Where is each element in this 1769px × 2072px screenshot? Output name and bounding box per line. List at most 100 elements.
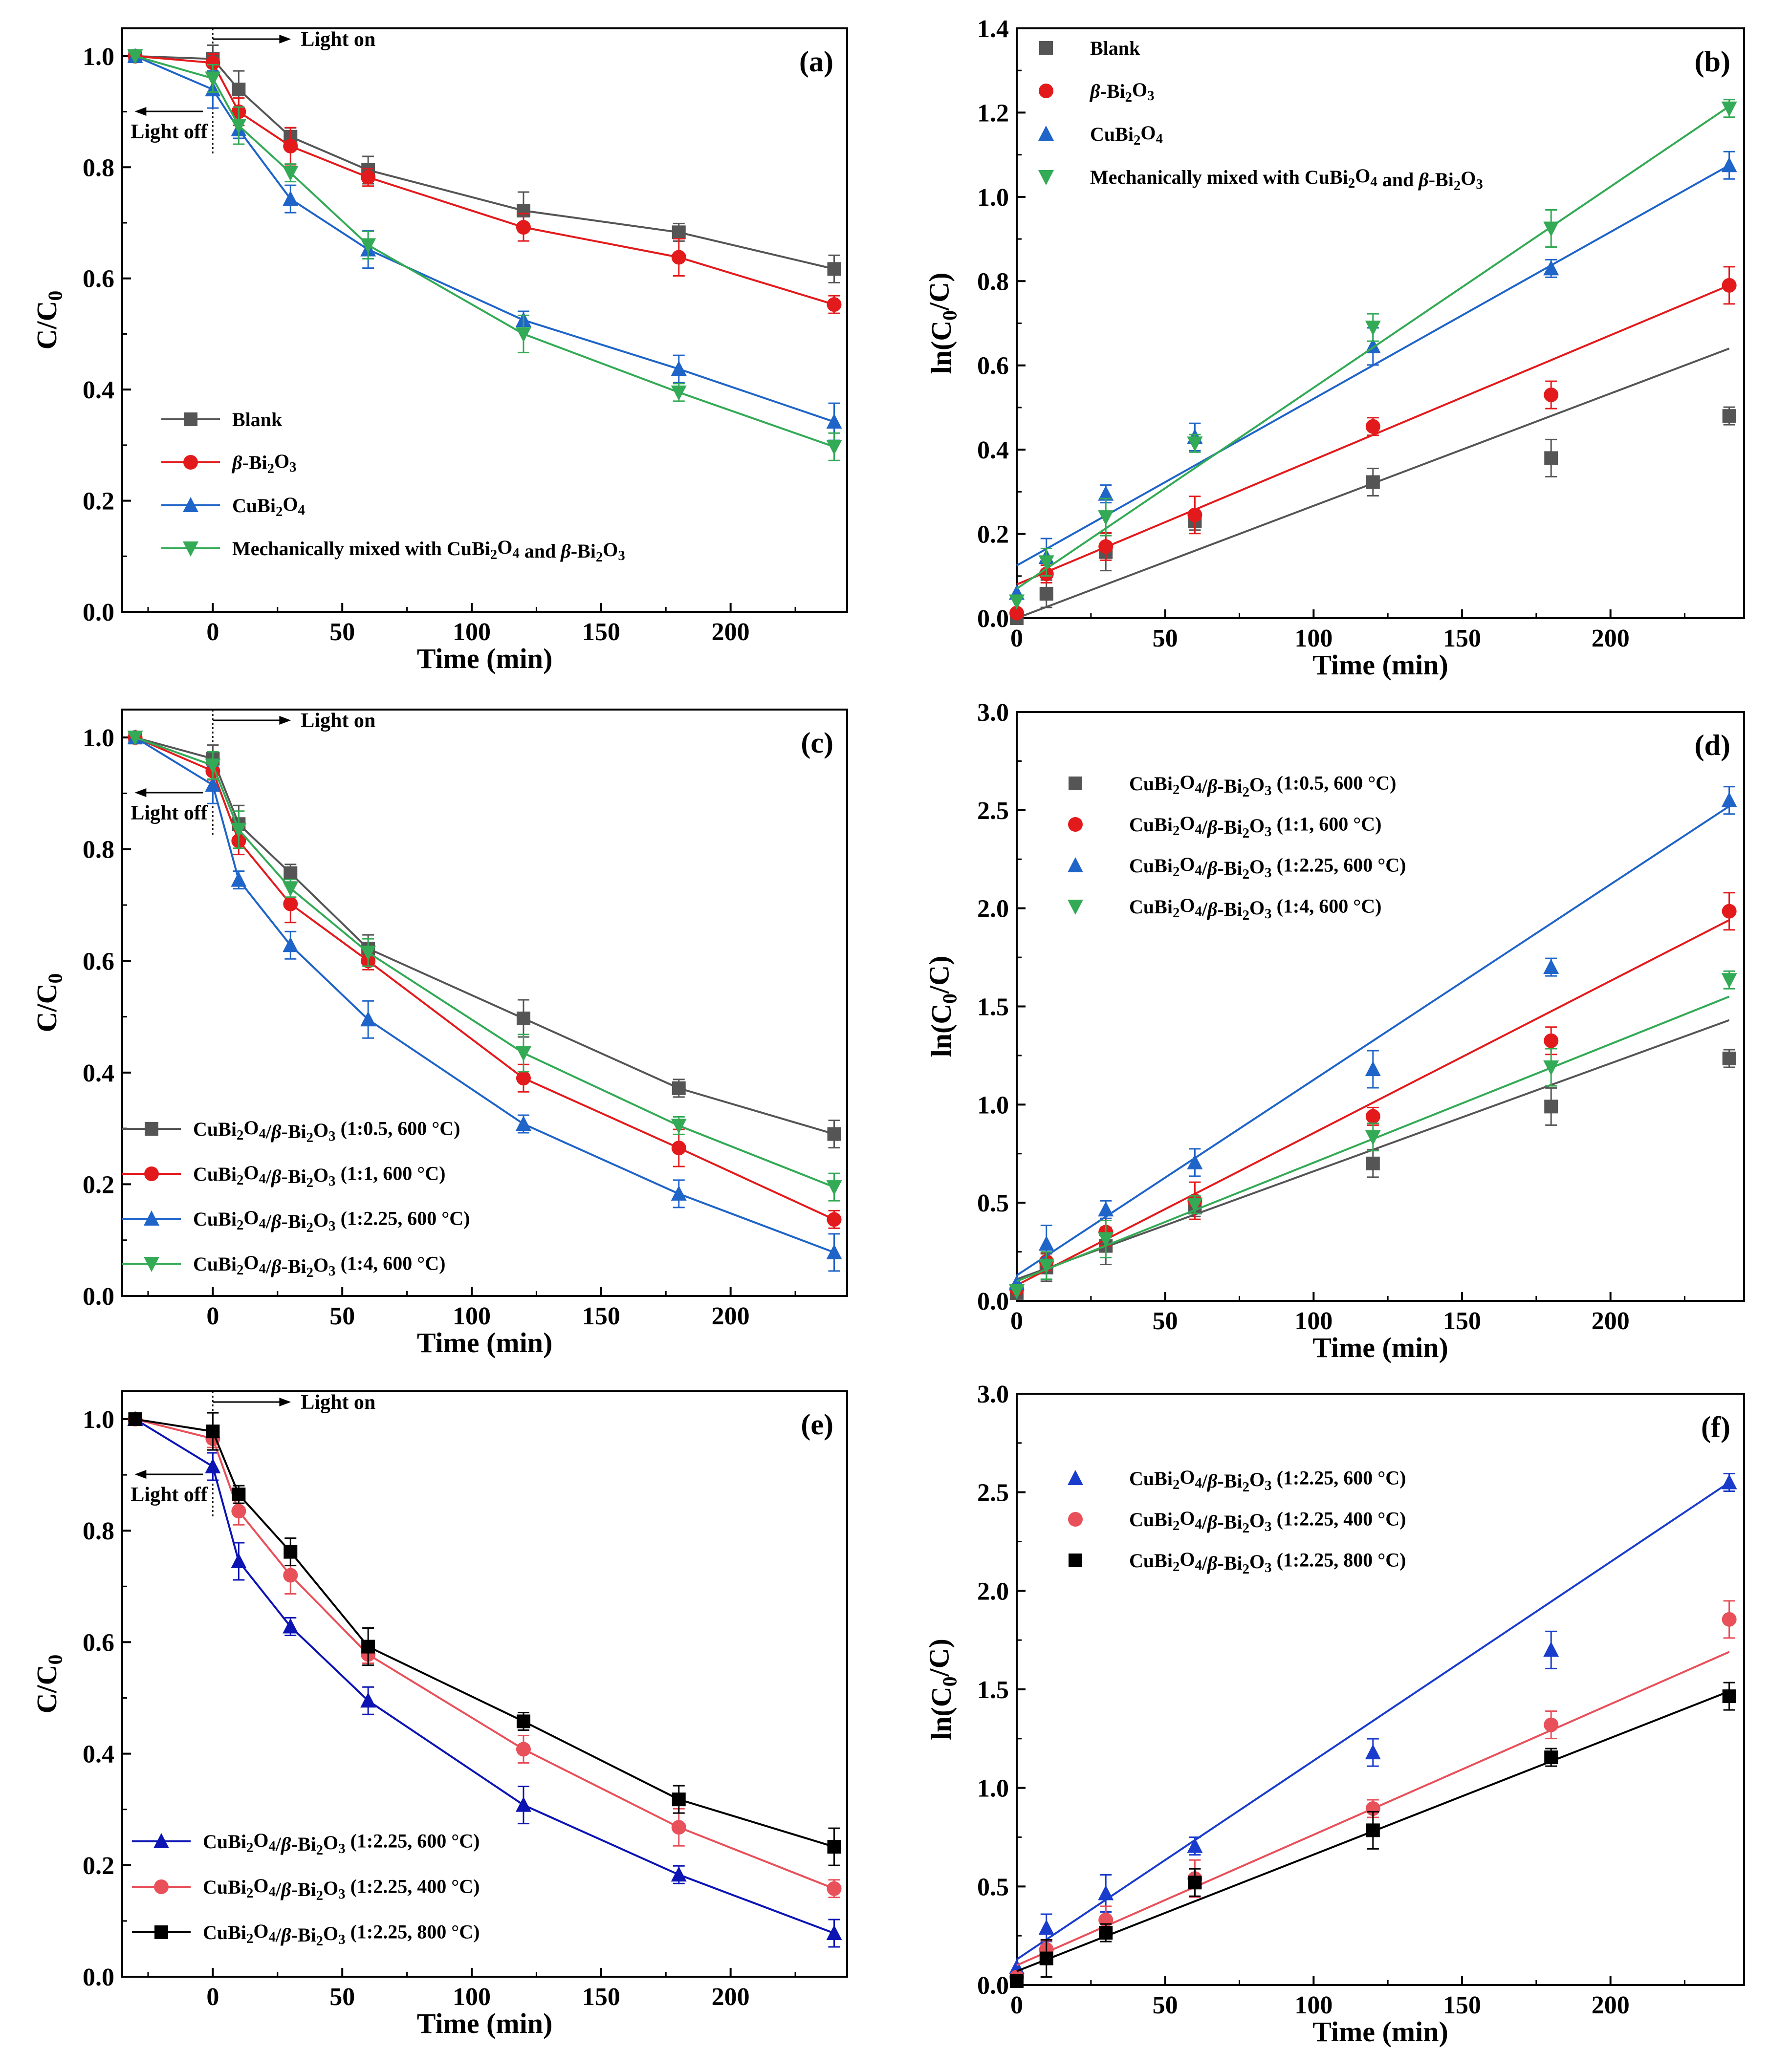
panel-a-xtick-label: 150: [582, 618, 620, 646]
panel-a-series-bi2o3-point: [671, 250, 686, 265]
panel-f-ytick-label: 2.5: [977, 1479, 1009, 1507]
panel-f-series-cubi2o4-bi2o3-1-2-25-400-c-point: [1722, 1612, 1737, 1627]
panel-a-series-mechanically-mixed-with-cubi2o4-and-bi2o3-point: [826, 440, 842, 455]
panel-b-ytick-label: 0.6: [977, 352, 1009, 380]
panel-c-series-cubi2o4-bi2o3-1-4-600-c-legend-label: CuBi2O4/β-Bi2O3 (1:4, 600 °C): [193, 1252, 445, 1280]
panel-c-series-cubi2o4-bi2o3-1-2-25-600-c-point: [515, 1116, 531, 1131]
panel-a-ytick-label: 1.0: [83, 43, 114, 71]
panel-e-series-cubi2o4-bi2o3-1-2-25-600-c-point: [231, 1553, 247, 1568]
panel-b-ytick-label: 1.0: [977, 184, 1009, 212]
panel-d-xtick-label: 150: [1443, 1307, 1481, 1335]
panel-d-series-cubi2o4-bi2o3-1-4-600-c-point: [1009, 1284, 1025, 1299]
panel-c-series-cubi2o4-bi2o3-1-2-25-600-c-point: [283, 937, 299, 952]
panel-b-series-bi2o3-legend-marker: [1039, 84, 1053, 98]
panel-a-light-on-label: Light on: [301, 28, 375, 51]
panel-d-series-cubi2o4-bi2o3-1-4-600-c-point: [1098, 1232, 1114, 1248]
panel-e-light-off-label: Light off: [131, 1484, 208, 1506]
panel-c-series-cubi2o4-bi2o3-1-4-600-c-point: [515, 1046, 531, 1061]
panel-d-series-cubi2o4-bi2o3-1-0-5-600-c-point: [1366, 1156, 1380, 1170]
panel-b-series-blank-point: [1722, 409, 1736, 423]
panel-b-series-blank-legend-label: Blank: [1090, 37, 1140, 59]
panel-f-series-cubi2o4-bi2o3-1-2-25-800-c-point: [1039, 1951, 1053, 1965]
panel-c-series-cubi2o4-bi2o3-1-0-5-600-c-point: [827, 1127, 841, 1141]
panel-b-ytick-label: 0.2: [977, 521, 1009, 549]
panel-a-series-mechanically-mixed-with-cubi2o4-and-bi2o3-point: [515, 327, 531, 343]
panel-b: 0 50 100 150 200 0.0 0.2 0.4 0.6 0.8 1.0 1.2 1.4 Time…: [923, 15, 1745, 681]
panel-f-series-cubi2o4-bi2o3-1-2-25-600-c-legend-label: CuBi2O4/β-Bi2O3 (1:2.25, 600 °C): [1129, 1466, 1406, 1495]
panel-a-light-off-label: Light off: [131, 121, 208, 143]
panel-e: 0 50 100 150 200 0.0 0.2 0.4 0.6 0.8 1.0 Time (min)…: [31, 1390, 848, 2039]
panel-c-series-cubi2o4-bi2o3-1-2-25-600-c-legend-label: CuBi2O4/β-Bi2O3 (1:2.25, 600 °C): [193, 1207, 470, 1235]
panel-f-ytick-label: 3.0: [977, 1381, 1009, 1408]
panel-c-series-cubi2o4-bi2o3-1-0-5-600-c-point: [284, 866, 298, 880]
panel-f-series-cubi2o4-bi2o3-1-2-25-400-c-point: [1544, 1717, 1559, 1732]
panel-d-xtick-label: 200: [1592, 1307, 1630, 1335]
panel-e-series-cubi2o4-bi2o3-1-2-25-800-c-legend-label: CuBi2O4/β-Bi2O3 (1:2.25, 800 °C): [203, 1920, 480, 1949]
panel-b-series-bi2o3-point: [1722, 278, 1737, 293]
panel-d-series-cubi2o4-bi2o3-1-0-5-600-c-legend-marker: [1069, 777, 1082, 790]
panel-a-ytick-label: 0.2: [83, 488, 114, 516]
panel-a-series-blank-legend-marker: [184, 412, 197, 426]
panel-d-xtick-label: 0: [1010, 1307, 1023, 1335]
panel-d-series-cubi2o4-bi2o3-1-4-600-c: CuBi2O4/β-Bi2O3 (1:4, 600 °C): [1009, 894, 1737, 1299]
panel-a-series-cubi2o4-legend-marker: [183, 497, 198, 512]
panel-c-series-cubi2o4-bi2o3-1-0-5-600-c-point: [672, 1081, 686, 1095]
panel-c-series-cubi2o4-bi2o3-1-0-5-600-c-legend-label: CuBi2O4/β-Bi2O3 (1:0.5, 600 °C): [193, 1117, 460, 1145]
panel-b-series-mechanically-mixed-with-cubi2o4-and-bi2o3-point: [1721, 101, 1737, 117]
panel-a-series-mechanically-mixed-with-cubi2o4-and-bi2o3-point: [360, 238, 376, 254]
panel-d-series-cubi2o4-bi2o3-1-1-600-c-point: [1722, 904, 1737, 919]
panel-c-series-cubi2o4-bi2o3-1-2-25-600-c: CuBi2O4/β-Bi2O3 (1:2.25, 600 °C): [122, 729, 842, 1272]
panel-c-xtick-label: 200: [712, 1302, 750, 1330]
panel-a-ytick-label: 0.4: [83, 376, 114, 404]
panel-d-series-cubi2o4-bi2o3-1-1-600-c-legend-label: CuBi2O4/β-Bi2O3 (1:1, 600 °C): [1129, 812, 1381, 841]
panel-d-panel-label: (d): [1695, 729, 1730, 761]
panel-b-series-cubi2o4-point: [1721, 157, 1737, 173]
panel-e-x-axis-label: Time (min): [417, 2007, 553, 2039]
panel-f-series-cubi2o4-bi2o3-1-2-25-800-c-point: [1010, 1974, 1024, 1988]
panel-e-series-cubi2o4-bi2o3-1-2-25-600-c-point: [515, 1796, 531, 1812]
panel-d-series-cubi2o4-bi2o3-1-1-600-c-point: [1544, 1033, 1559, 1048]
panel-f-series-cubi2o4-bi2o3-1-2-25-600-c-point: [1187, 1837, 1203, 1853]
panel-a-series-bi2o3-point: [361, 170, 376, 185]
panel-d-series-cubi2o4-bi2o3-1-4-600-c-point: [1543, 1060, 1559, 1076]
panel-e-y-axis-label: C/C0: [31, 1655, 67, 1714]
panel-e-series-cubi2o4-bi2o3-1-2-25-600-c-point: [283, 1618, 299, 1634]
panel-c-panel-label: (c): [801, 727, 833, 759]
panel-b-series-bi2o3-point: [1009, 605, 1024, 621]
panel-f-series-cubi2o4-bi2o3-1-2-25-600-c-point: [1038, 1920, 1054, 1935]
panel-b-ytick-label: 0.0: [977, 605, 1009, 633]
panel-c-series-cubi2o4-bi2o3-1-4-600-c-line: [134, 736, 835, 1188]
panel-b-series-cubi2o4: CuBi2O4: [1009, 122, 1737, 600]
panel-e-xtick-label: 150: [582, 1983, 620, 2011]
panel-c-series-cubi2o4-bi2o3-1-4-600-c-point: [283, 881, 299, 897]
panel-f-y-axis-label: ln(C0/C): [923, 1639, 961, 1740]
panel-e-frame: [121, 1390, 848, 1978]
panel-a-ytick-label: 0.6: [83, 265, 114, 293]
panel-d-series-cubi2o4-bi2o3-1-0-5-600-c-point: [1722, 1051, 1736, 1065]
panel-c-y-axis-label: C/C0: [31, 973, 67, 1033]
panel-d-series-cubi2o4-bi2o3-1-4-600-c-legend-marker: [1068, 900, 1083, 915]
panel-c-series-cubi2o4-bi2o3-1-1-600-c-point: [671, 1141, 686, 1156]
panel-a-xtick-label: 50: [329, 618, 355, 646]
panel-c-xtick-label: 0: [206, 1302, 219, 1330]
panel-e-series-cubi2o4-bi2o3-1-2-25-800-c-point: [361, 1640, 375, 1654]
panel-b-series-bi2o3-point: [1187, 507, 1202, 522]
panel-a-series-blank-point: [827, 262, 841, 276]
panel-d-ytick-label: 1.5: [977, 993, 1009, 1021]
panel-f-series-cubi2o4-bi2o3-1-2-25-600-c-point: [1543, 1641, 1559, 1657]
panel-d-series-cubi2o4-bi2o3-1-2-25-600-c-point: [1543, 959, 1559, 974]
panel-e-panel-label: (e): [801, 1408, 833, 1441]
panel-b-ytick-label: 1.2: [977, 99, 1009, 127]
panel-f-ytick-label: 0.0: [977, 1972, 1009, 2000]
panel-f-ytick-label: 2.0: [977, 1577, 1009, 1605]
panel-a-series-bi2o3-point: [205, 55, 220, 70]
panel-e-ytick-label: 0.6: [83, 1629, 114, 1657]
panel-a-series-mechanically-mixed-with-cubi2o4-and-bi2o3-legend-label: Mechanically mixed with CuBi2O4 and β-Bi…: [232, 536, 625, 565]
panel-c-series-cubi2o4-bi2o3-1-0-5-600-c: CuBi2O4/β-Bi2O3 (1:0.5, 600 °C): [122, 731, 841, 1149]
panel-a-series-cubi2o4-point: [671, 361, 687, 376]
panel-c-ytick-label: 0.0: [83, 1283, 114, 1311]
panel-d-series-cubi2o4-bi2o3-1-4-600-c-legend-label: CuBi2O4/β-Bi2O3 (1:4, 600 °C): [1129, 894, 1381, 923]
panel-c-series-cubi2o4-bi2o3-1-1-600-c-point: [516, 1071, 531, 1086]
panel-a-panel-label: (a): [799, 45, 833, 78]
panel-b-series-mechanically-mixed-with-cubi2o4-and-bi2o3-point: [1038, 555, 1054, 571]
